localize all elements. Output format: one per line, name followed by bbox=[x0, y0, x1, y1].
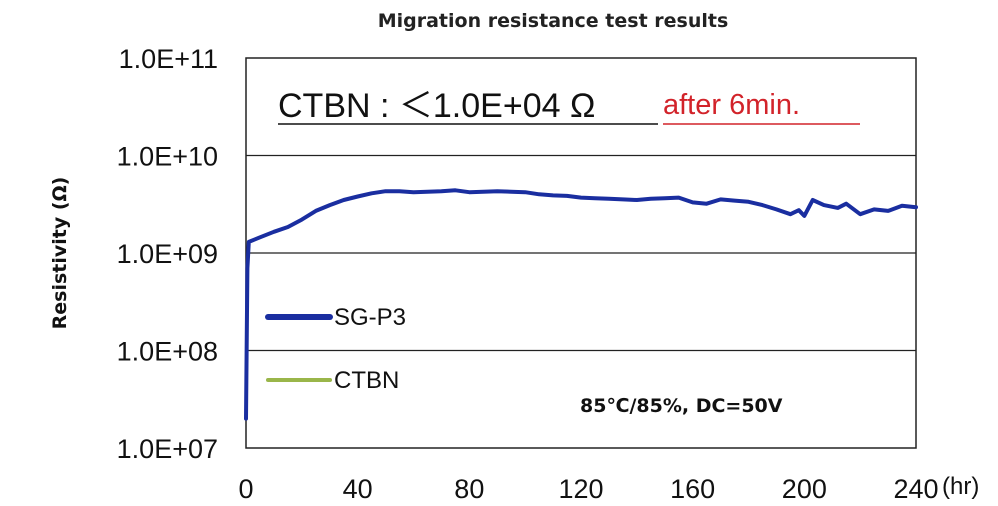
legend: SG-P3 CTBN bbox=[265, 304, 406, 394]
y-axis-label: Resistivity (Ω) bbox=[49, 177, 71, 330]
annotation-ctbn: CTBN : ＜1.0E+04 Ω bbox=[278, 87, 595, 125]
y-tick-label: 1.0E+08 bbox=[117, 337, 218, 367]
test-conditions: 85℃/85%, DC=50V bbox=[580, 395, 783, 417]
y-axis-ticks: 1.0E+07 1.0E+08 1.0E+09 1.0E+10 1.0E+11 bbox=[117, 44, 218, 464]
legend-label-ctbn: CTBN bbox=[334, 367, 399, 394]
x-tick-label: 40 bbox=[343, 474, 373, 504]
x-tick-label: 240 bbox=[893, 474, 938, 504]
chart-title: Migration resistance test results bbox=[378, 10, 729, 32]
y-tick-label: 1.0E+07 bbox=[117, 434, 218, 464]
y-tick-label: 1.0E+10 bbox=[117, 142, 218, 172]
y-tick-label: 1.0E+09 bbox=[117, 239, 218, 269]
annotation-after-time: after 6min. bbox=[663, 89, 800, 121]
x-tick-label: 160 bbox=[670, 474, 715, 504]
y-tick-label: 1.0E+11 bbox=[119, 44, 218, 74]
x-axis-ticks: 0 40 80 120 160 200 240 bbox=[238, 474, 938, 504]
x-tick-label: 80 bbox=[454, 474, 484, 504]
grid-lines bbox=[246, 154, 916, 352]
x-tick-label: 0 bbox=[238, 474, 253, 504]
x-tick-label: 200 bbox=[782, 474, 827, 504]
x-tick-label: 120 bbox=[558, 474, 603, 504]
legend-label-sg-p3: SG-P3 bbox=[334, 304, 406, 331]
series-line-sg-p3 bbox=[244, 188, 918, 421]
x-axis-unit: (hr) bbox=[942, 473, 979, 500]
